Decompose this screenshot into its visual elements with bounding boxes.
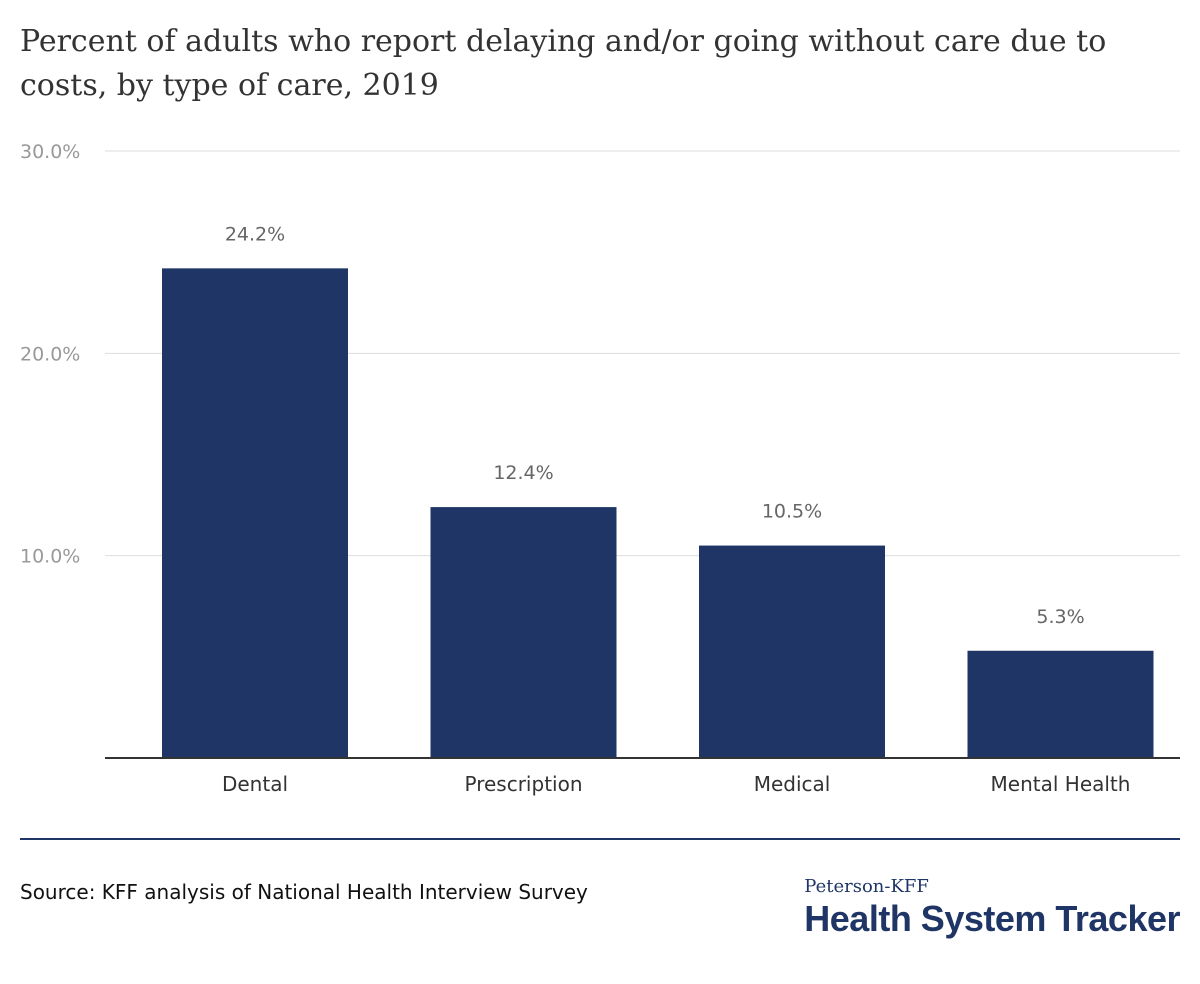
- source-note: Source: KFF analysis of National Health …: [20, 880, 588, 904]
- bar: [430, 507, 617, 758]
- x-tick-label: Prescription: [465, 772, 583, 796]
- bar-chart: 10.0% 20.0% 30.0% 24.2% Dental 12.4% Prescript…: [20, 141, 1180, 796]
- logo-top-line: Peterson-KFF: [804, 876, 929, 897]
- data-label: 5.3%: [1036, 606, 1084, 628]
- bar: [162, 268, 348, 758]
- footer-divider: [20, 838, 1180, 840]
- x-tick-label: Dental: [222, 772, 288, 796]
- data-label: 24.2%: [225, 223, 285, 245]
- logo-bottom-line: Health System Tracker: [804, 898, 1180, 939]
- x-tick-label: Medical: [754, 772, 831, 796]
- data-label: 12.4%: [493, 462, 553, 484]
- y-tick-label: 30.0%: [20, 141, 80, 163]
- data-label: 10.5%: [762, 501, 822, 523]
- x-tick-label: Mental Health: [991, 772, 1131, 796]
- chart-title: Percent of adults who report delaying an…: [20, 24, 1107, 103]
- y-tick-label: 10.0%: [20, 546, 80, 568]
- y-tick-label: 20.0%: [20, 343, 80, 365]
- bar: [967, 650, 1154, 758]
- health-system-tracker-logo: Peterson-KFF Health System Tracker: [804, 876, 1180, 939]
- bar: [699, 545, 885, 758]
